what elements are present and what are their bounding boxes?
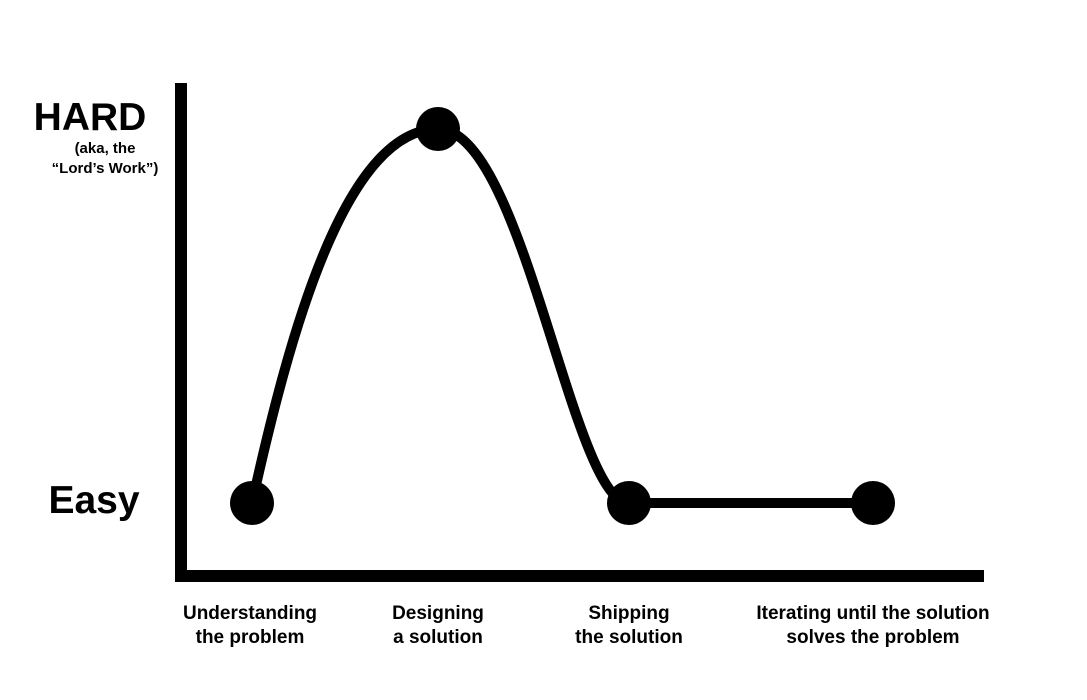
y-tick-easy: Easy — [48, 479, 140, 522]
data-point — [607, 481, 651, 525]
y-tick-hard-note: (aka, the “Lord’s Work”) — [51, 140, 159, 177]
y-axis — [175, 83, 187, 582]
data-point — [851, 481, 895, 525]
x-tick-label: Iterating until the solution solves the … — [756, 603, 990, 648]
x-tick-label: Designing a solution — [392, 603, 484, 648]
data-point — [416, 107, 460, 151]
x-tick-label: Shipping the solution — [575, 603, 683, 648]
x-tick-label: Understanding the problem — [182, 603, 318, 648]
y-tick-hard: HARD — [33, 96, 147, 139]
series-line — [247, 123, 873, 508]
data-point — [230, 481, 274, 525]
x-axis — [175, 570, 984, 582]
